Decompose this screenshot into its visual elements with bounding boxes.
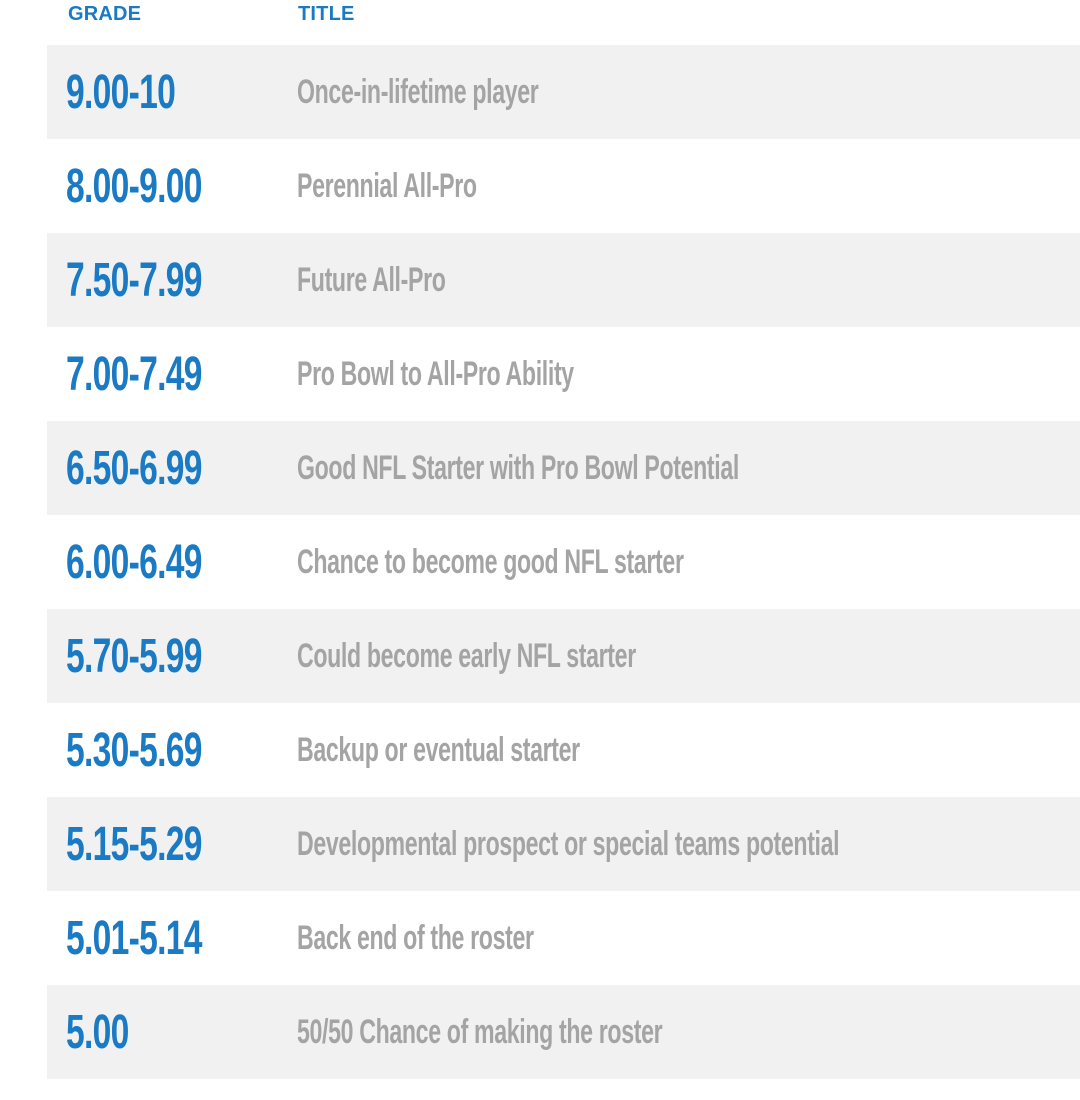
grade-value: 5.70-5.99 [66,629,202,683]
grade-title: Developmental prospect or special teams … [297,824,840,863]
grade-value: 6.50-6.99 [66,441,202,495]
table-row: 8.00-9.00 Perennial All-Pro [47,139,1080,233]
grade-title: Chance to become good NFL starter [297,542,684,581]
grade-title: 50/50 Chance of making the roster [297,1012,663,1051]
grade-title: Back end of the roster [297,918,534,957]
grade-value: 6.00-6.49 [66,535,202,589]
grade-value: 5.15-5.29 [66,817,202,871]
table-row: 5.15-5.29 Developmental prospect or spec… [47,797,1080,891]
table-row: 5.30-5.69 Backup or eventual starter [47,703,1080,797]
grade-value: 5.01-5.14 [66,911,202,965]
grade-column-header: GRADE [68,3,142,25]
table-row: 5.01-5.14 Back end of the roster [47,891,1080,985]
grade-value: 8.00-9.00 [66,159,202,213]
grade-value: 7.00-7.49 [66,347,202,401]
grade-title: Once-in-lifetime player [297,72,539,111]
grade-title: Good NFL Starter with Pro Bowl Potential [297,448,739,487]
grade-value: 7.50-7.99 [66,253,202,307]
table-row: 6.00-6.49 Chance to become good NFL star… [47,515,1080,609]
table-row: 6.50-6.99 Good NFL Starter with Pro Bowl… [47,421,1080,515]
grade-scale-table: GRADE TITLE 9.00-10 Once-in-lifetime pla… [47,0,1080,1079]
grade-title: Could become early NFL starter [297,636,636,675]
table-row: 7.50-7.99 Future All-Pro [47,233,1080,327]
table-row: 5.00 50/50 Chance of making the roster [47,985,1080,1079]
table-header: GRADE TITLE [47,0,1080,45]
table-row: 5.70-5.99 Could become early NFL starter [47,609,1080,703]
grade-title: Perennial All-Pro [297,166,477,205]
grade-value: 5.00 [66,1005,129,1059]
grade-value: 5.30-5.69 [66,723,202,777]
grade-title: Pro Bowl to All-Pro Ability [297,354,574,393]
table-row: 7.00-7.49 Pro Bowl to All-Pro Ability [47,327,1080,421]
grade-title: Backup or eventual starter [297,730,580,769]
title-column-header: TITLE [298,3,355,25]
grade-title: Future All-Pro [297,260,446,299]
grade-value: 9.00-10 [66,65,176,119]
table-row: 9.00-10 Once-in-lifetime player [47,45,1080,139]
